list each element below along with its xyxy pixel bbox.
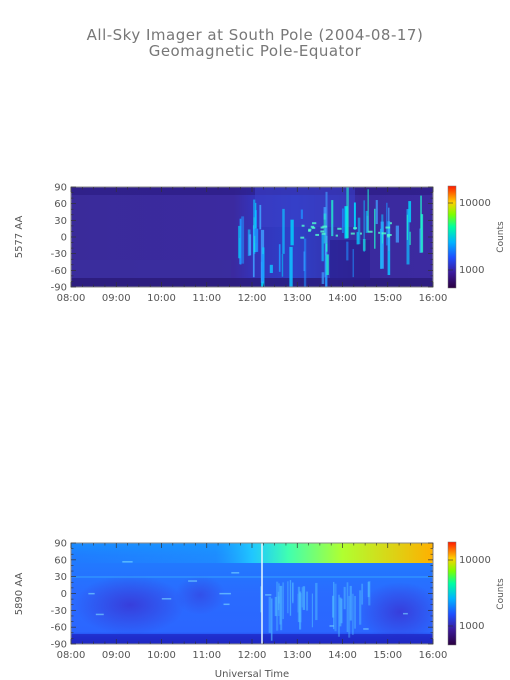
x-tick-label: 16:00 (419, 293, 448, 304)
colorbar-tick-10000: 10000 (459, 555, 491, 566)
x-tick-label: 11:00 (192, 650, 221, 661)
x-tick-label: 10:00 (147, 650, 176, 661)
x-tick-label: 15:00 (373, 650, 402, 661)
heatmap-image-5577 (71, 187, 433, 287)
y-tick-label: 60 (54, 199, 67, 210)
x-tick-label: 12:00 (238, 650, 267, 661)
chart-title: All-Sky Imager at South Pole (2004-08-17… (86, 26, 424, 44)
y-tick-label: -60 (51, 623, 67, 634)
x-tick-label: 14:00 (328, 650, 357, 661)
x-tick-label: 09:00 (102, 293, 131, 304)
x-tick-label: 15:00 (373, 293, 402, 304)
colorbar-5577 (447, 185, 457, 289)
y-tick-label: -90 (51, 283, 67, 294)
emission-streaks-5577 (238, 187, 424, 287)
heatmap-panel-5890: 08:00 09:00 10:00 11:00 12:00 13:00 14:00 15:00… (14, 539, 506, 680)
colorbar-label-5890: Counts (496, 578, 506, 610)
colorbar-label-5577: Counts (496, 221, 506, 253)
x-tick-label: 16:00 (419, 650, 448, 661)
y-tick-label: 0 (61, 233, 67, 244)
emission-streaks-5890 (88, 561, 408, 641)
x-tick-label: 08:00 (57, 293, 86, 304)
colorbar-tick-10000: 10000 (459, 198, 491, 209)
x-tick-label: 09:00 (102, 650, 131, 661)
y-tick-label: 30 (54, 572, 67, 583)
colorbar-5890 (447, 541, 457, 646)
x-tick-label: 10:00 (147, 293, 176, 304)
y-tick-label: 0 (61, 589, 67, 600)
x-tick-label: 11:00 (192, 293, 221, 304)
y-tick-label: 90 (54, 183, 67, 194)
colorbar-tick-1000: 1000 (459, 265, 484, 276)
x-tick-label: 12:00 (238, 293, 267, 304)
y-tick-label: 60 (54, 555, 67, 566)
x-tick-label: 13:00 (283, 293, 312, 304)
heatmap-image-5890 (71, 543, 433, 644)
x-axis-label: Universal Time (215, 669, 289, 680)
x-tick-label: 14:00 (328, 293, 357, 304)
y-tick-label: -30 (51, 606, 67, 617)
chart-subtitle: Geomagnetic Pole-Equator (148, 42, 362, 60)
y-tick-label: 90 (54, 539, 67, 550)
y-tick-label: -60 (51, 266, 67, 277)
x-tick-label: 13:00 (283, 650, 312, 661)
colorbar-tick-1000: 1000 (459, 621, 484, 632)
y-tick-label: -90 (51, 640, 67, 651)
x-tick-label: 08:00 (57, 650, 86, 661)
y-axis-label-5577: 5577 AA (14, 216, 25, 259)
y-tick-label: 30 (54, 216, 67, 227)
y-axis-label-5890: 5890 AA (14, 573, 25, 616)
heatmap-panel-5577: 08:00 09:00 10:00 11:00 12:00 13:00 14:00 15:00… (14, 183, 506, 305)
y-tick-label: -30 (51, 249, 67, 260)
